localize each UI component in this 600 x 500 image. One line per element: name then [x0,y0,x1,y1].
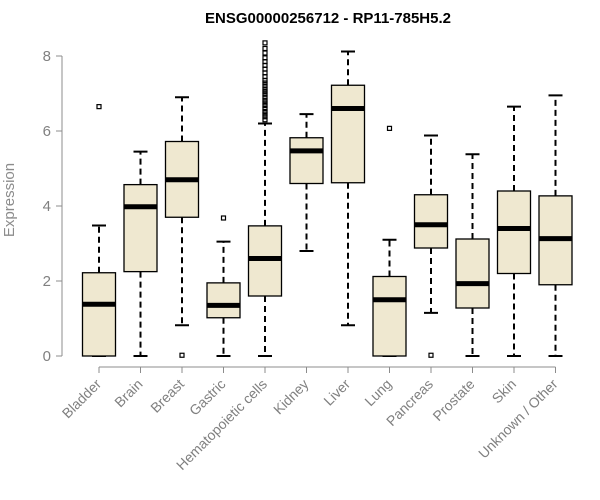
outlier-point [262,55,268,61]
x-tick-label: Bladder [59,376,105,422]
box-group [330,50,366,327]
box-group [413,134,449,358]
outlier-point [262,45,268,52]
iqr-box [206,282,241,319]
x-tick-label: Kidney [270,376,312,418]
outlier-point [262,86,268,92]
iqr-box [372,275,407,357]
outlier-point [262,117,268,123]
box-group [164,96,200,358]
y-tick-label: 0 [43,348,51,365]
outlier-point [428,352,434,358]
outlier-point [262,80,268,86]
iqr-box [455,238,490,309]
x-tick-label: Prostate [429,376,477,424]
x-tick-label: Breast [147,376,187,416]
outlier-point [262,102,268,109]
boxes-group [81,40,573,358]
y-tick-label: 8 [43,48,51,65]
box-group [538,94,573,357]
box-group [372,125,407,357]
chart-title: ENSG00000256712 - RP11-785H5.2 [205,10,451,27]
outlier-point [262,105,268,112]
outlier-point [262,91,268,97]
y-axis-label: Expression [1,163,18,237]
outlier-point [262,100,268,106]
iqr-box [81,272,117,357]
outlier-point [262,114,268,120]
y-tick-label: 4 [43,198,51,215]
x-tick-label: Skin [489,376,520,407]
y-axis: 0 2 4 6 8 [43,48,63,365]
outlier-point [262,94,268,100]
y-tick-label: 6 [43,123,51,140]
box-group [496,105,532,357]
outlier-point [262,97,268,103]
iqr-box [496,190,532,275]
box-group [455,153,490,357]
outlier-point [262,50,268,56]
outlier-point [262,111,268,117]
x-tick-label: Lung [361,376,394,409]
iqr-box [289,137,324,185]
x-tick-label: Unknown / Other [475,376,561,462]
outlier-point [262,89,268,95]
iqr-box [123,183,158,273]
box-group [247,40,283,357]
y-tick-label: 2 [43,273,51,290]
x-tick-label: Brain [111,376,145,410]
outlier-point [262,108,268,115]
outlier-point [386,125,393,131]
x-tick-label: Liver [320,376,353,409]
iqr-box [330,84,366,184]
box-group [289,113,324,252]
outlier-point [262,40,268,46]
outlier-point [262,83,268,89]
box-group [81,104,117,357]
outlier-point [220,215,227,221]
outlier-point [96,104,102,110]
iqr-box [413,194,449,249]
outlier-point [179,352,185,358]
box-group [206,215,241,357]
box-group [123,150,158,357]
